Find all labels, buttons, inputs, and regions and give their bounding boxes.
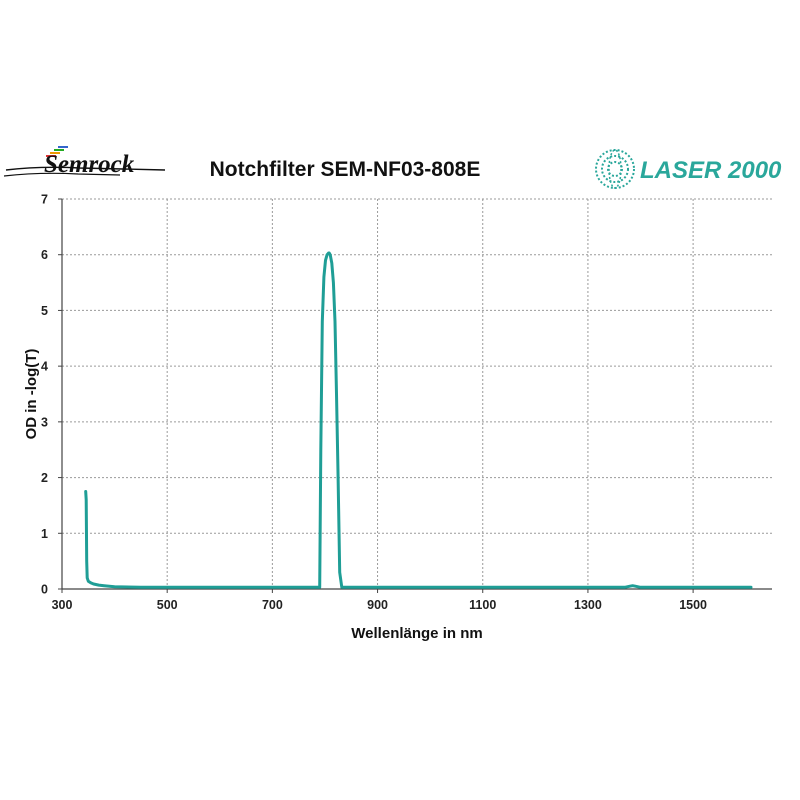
chart-title: Notchfilter SEM-NF03-808E bbox=[210, 158, 481, 181]
x-tick-label: 500 bbox=[157, 598, 178, 612]
x-tick-label: 900 bbox=[367, 598, 388, 612]
y-tick-label: 7 bbox=[41, 193, 48, 207]
y-tick-label: 6 bbox=[41, 248, 48, 262]
x-tick-labels: 300 500 700 900 1100 1300 1500 bbox=[52, 598, 707, 612]
series-line-0 bbox=[84, 251, 753, 589]
globe-icon bbox=[595, 149, 635, 189]
x-tick-label: 700 bbox=[262, 598, 283, 612]
y-tick-label: 0 bbox=[41, 583, 48, 597]
y-tick-labels: 0 1 2 3 4 5 6 7 bbox=[41, 193, 48, 597]
x-tick-label: 300 bbox=[52, 598, 73, 612]
grid bbox=[62, 198, 772, 589]
series-layer bbox=[84, 251, 753, 589]
axes bbox=[58, 198, 772, 593]
y-tick-label: 4 bbox=[41, 360, 48, 374]
x-tick-label: 1500 bbox=[679, 598, 707, 612]
semrock-logo: Semrock bbox=[3, 146, 166, 178]
y-axis-label: OD in -log(T) bbox=[23, 349, 40, 440]
x-axis-label: Wellenlänge in nm bbox=[351, 625, 482, 642]
y-tick-label: 5 bbox=[41, 304, 48, 318]
laser2000-logo-text: LASER 2000 bbox=[640, 157, 782, 184]
plot-area: 300 500 700 900 1100 1300 1500 0 1 2 3 4 5 6 7 bbox=[41, 193, 772, 612]
y-tick-label: 3 bbox=[41, 415, 48, 429]
laser2000-logo: LASER 2000 bbox=[595, 149, 782, 189]
header: Semrock Notchfilter SEM-NF03-808E LASER … bbox=[3, 146, 782, 189]
x-tick-label: 1300 bbox=[574, 598, 602, 612]
semrock-logo-text: Semrock bbox=[44, 151, 135, 178]
y-tick-label: 1 bbox=[41, 527, 48, 541]
x-tick-label: 1100 bbox=[469, 598, 496, 612]
y-tick-label: 2 bbox=[41, 471, 48, 485]
